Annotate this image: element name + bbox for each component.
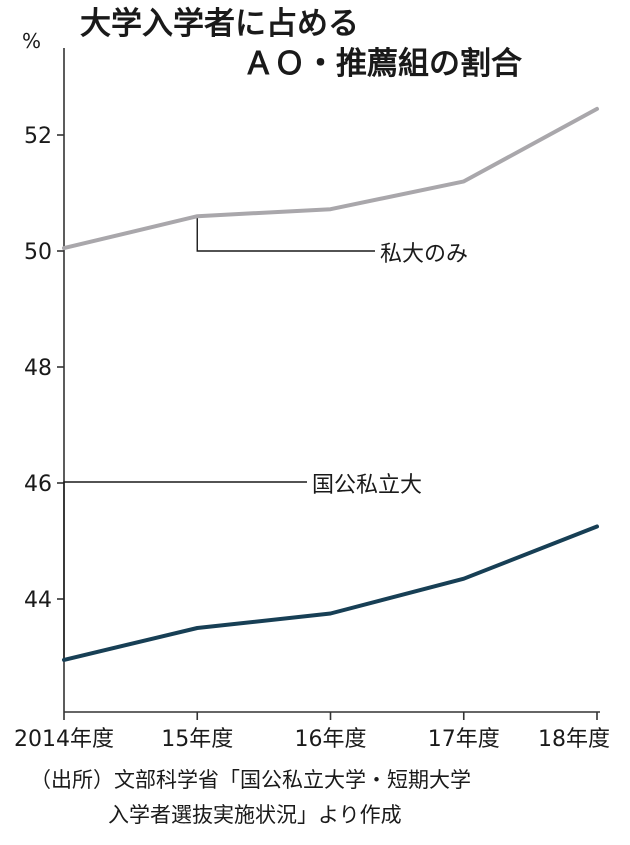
y-tick-label: 52: [24, 124, 52, 149]
leader-private: [196, 216, 375, 252]
y-tick-label: 50: [24, 240, 52, 265]
leader-all: [63, 481, 307, 660]
y-tick-label: 48: [24, 356, 52, 381]
y-axis-ticks: 44 46 48 50 52: [24, 124, 64, 613]
x-tick-label: 16年度: [295, 727, 367, 752]
x-tick-label: 18年度: [538, 727, 610, 752]
y-tick-label: 44: [24, 588, 52, 613]
chart-title-line2: ＡＯ・推薦組の割合: [243, 46, 522, 82]
source-line1: （出所）文部科学省「国公私立大学・短期大学: [30, 768, 471, 792]
series-label-all: 国公私立大: [312, 473, 422, 498]
series-label-private: 私大のみ: [380, 242, 468, 267]
x-tick-label: 17年度: [428, 727, 500, 752]
x-axis-ticks: 2014年度 15年度 16年度 17年度 18年度: [14, 712, 610, 752]
chart-title-line1: 大学入学者に占める: [80, 6, 359, 42]
series-line-1: [62, 524, 599, 662]
source-line2: 入学者選抜実施状況」より作成: [108, 803, 402, 827]
y-axis-unit: %: [22, 29, 41, 53]
series-label-leaders: [63, 216, 375, 660]
x-tick-label: 15年度: [161, 727, 233, 752]
x-tick-label: 2014年度: [14, 727, 114, 752]
series-line-0: [62, 106, 599, 251]
series-lines: [62, 106, 599, 662]
y-tick-label: 46: [24, 472, 52, 497]
